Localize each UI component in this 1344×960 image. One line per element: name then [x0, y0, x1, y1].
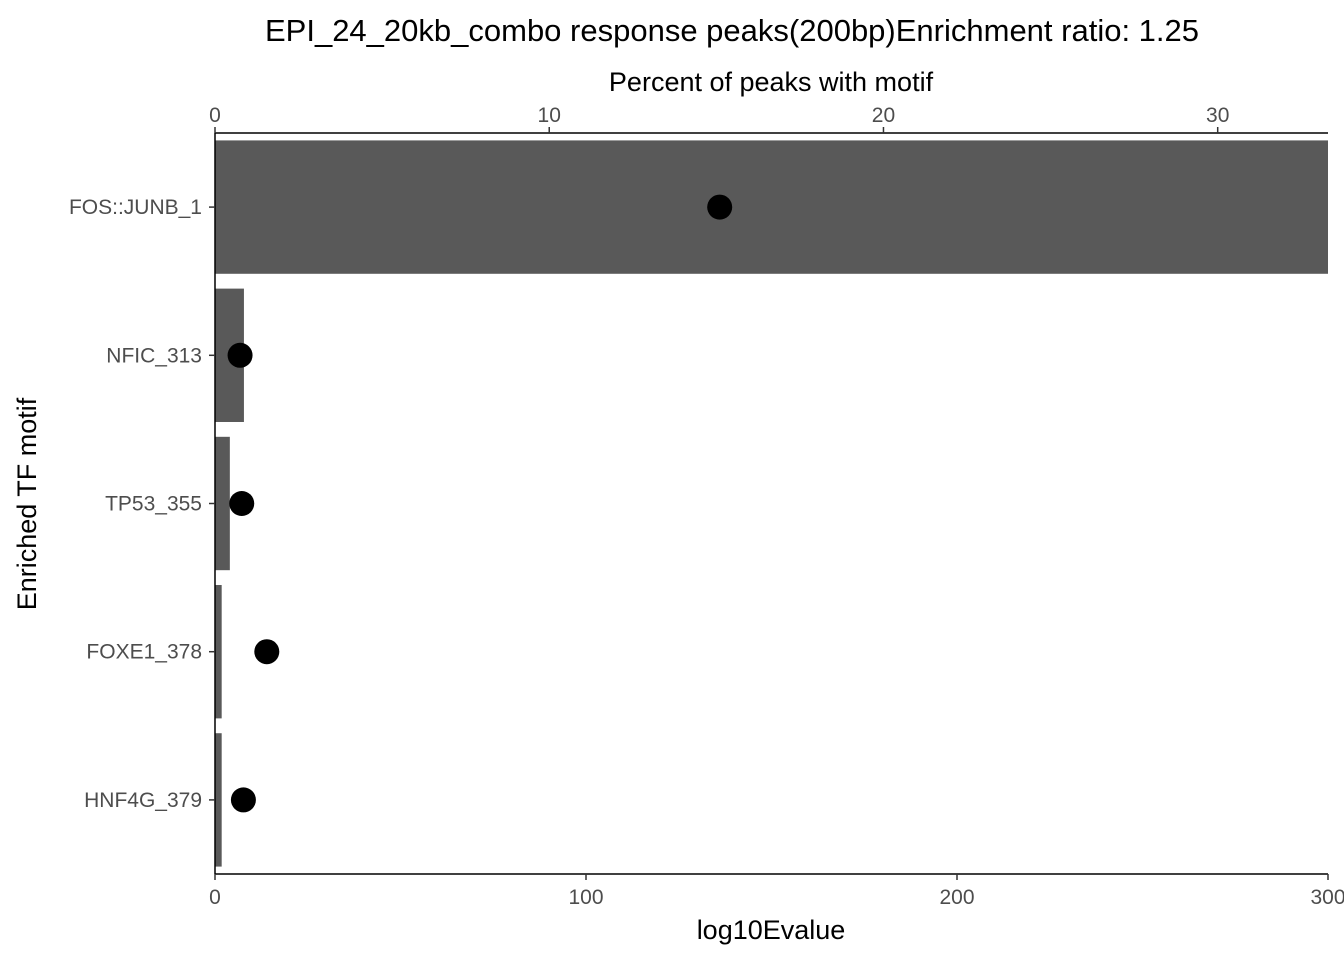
point-1	[227, 342, 253, 368]
bar-3	[215, 585, 222, 719]
bottom-axis-ticks: 0 100 200 300	[209, 874, 1344, 909]
point-layer	[227, 194, 733, 813]
category-label-4: HNF4G_379	[84, 789, 202, 812]
top-axis-ticks: 0 10 20 30	[209, 104, 1229, 133]
point-3	[254, 639, 280, 665]
category-label-1: NFIC_313	[106, 344, 202, 367]
top-axis-title: Percent of peaks with motif	[609, 67, 934, 97]
top-tick-label-2: 20	[872, 104, 895, 127]
bar-0	[215, 140, 1328, 274]
chart-title: EPI_24_20kb_combo response peaks(200bp)E…	[265, 13, 1199, 48]
bottom-tick-label-1: 100	[568, 886, 603, 909]
bottom-tick-label-2: 200	[939, 886, 974, 909]
top-tick-label-0: 0	[209, 104, 221, 127]
y-axis-title: Enriched TF motif	[12, 397, 42, 610]
category-label-0: FOS::JUNB_1	[69, 196, 202, 219]
bottom-tick-label-0: 0	[209, 886, 221, 909]
bottom-axis-title: log10Evalue	[697, 915, 846, 945]
category-label-3: FOXE1_378	[86, 641, 202, 664]
point-2	[229, 491, 255, 516]
bar-layer	[215, 140, 1328, 867]
top-tick-label-3: 30	[1206, 104, 1229, 127]
category-axis-ticks: FOS::JUNB_1NFIC_313TP53_355FOXE1_378HNF4…	[69, 196, 215, 812]
bar-2	[215, 436, 230, 571]
top-tick-label-1: 10	[538, 104, 561, 127]
bar-4	[215, 733, 222, 867]
category-label-2: TP53_355	[105, 493, 202, 516]
bottom-tick-label-3: 300	[1310, 886, 1344, 909]
point-4	[230, 787, 256, 813]
point-0	[707, 194, 733, 220]
